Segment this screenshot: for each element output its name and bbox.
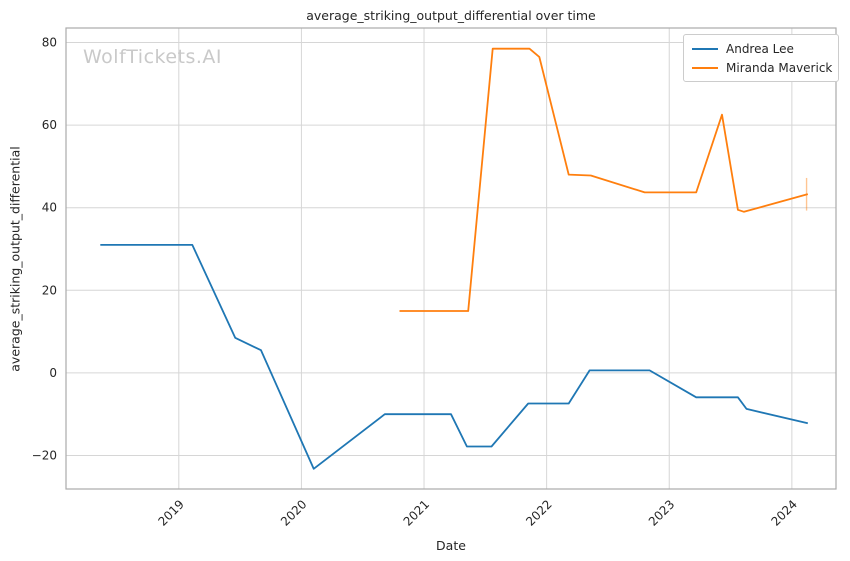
legend-item-miranda-maverick: Miranda Maverick [692, 60, 833, 75]
legend-label-miranda-maverick: Miranda Maverick [726, 60, 833, 75]
x-tick-label: 2022 [523, 497, 554, 528]
x-tick-label: 2019 [155, 497, 186, 528]
x-axis-label: Date [436, 538, 466, 553]
legend-line-swatch-orange [692, 66, 718, 69]
legend-line-swatch-blue [692, 47, 718, 50]
series-line-andrea-lee [100, 243, 809, 470]
plot-border [65, 27, 837, 490]
x-tick-label: 2024 [768, 497, 799, 528]
watermark-text: WolfTickets.AI [83, 46, 223, 68]
y-tick-label: 60 [42, 118, 57, 132]
legend-label-andrea-lee: Andrea Lee [726, 41, 794, 56]
x-tick-label: 2021 [401, 497, 432, 528]
y-axis-label: average_striking_output_differential [7, 146, 23, 372]
legend-item-andrea-lee: Andrea Lee [692, 41, 830, 56]
legend: Andrea Lee Miranda Maverick [683, 34, 839, 82]
x-tick-label: 2020 [278, 497, 309, 528]
y-tick-label: 80 [42, 35, 57, 49]
y-tick-label: −20 [32, 449, 57, 463]
series-line-miranda-maverick [399, 47, 809, 312]
y-tick-label: 0 [49, 366, 57, 380]
chart-title: average_striking_output_differential ove… [306, 8, 596, 23]
y-tick-label: 20 [42, 283, 57, 297]
y-tick-label: 40 [42, 201, 57, 215]
x-tick-label: 2023 [646, 497, 677, 528]
